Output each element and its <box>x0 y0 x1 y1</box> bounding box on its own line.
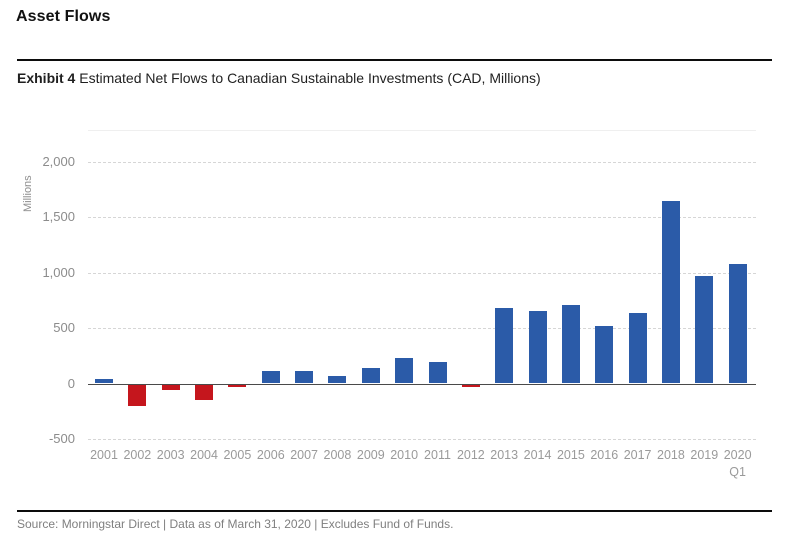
x-tick-label-2013: 2013 <box>490 448 519 462</box>
source-note: Source: Morningstar Direct | Data as of … <box>17 517 454 531</box>
gridline--500 <box>88 438 756 440</box>
chart: Millions 2,000 1,500 1,000 500 0 -500 2001 2002… <box>0 125 809 507</box>
bar-2009 <box>361 367 380 384</box>
exhibit-title: Exhibit 4 Estimated Net Flows to Canadia… <box>17 70 541 86</box>
plot-top-border <box>88 130 756 131</box>
bar-2012 <box>461 383 480 387</box>
top-divider <box>17 59 772 61</box>
bar-2017 <box>628 312 647 384</box>
bar-2016 <box>595 326 614 384</box>
x-tick-label-2009: 2009 <box>356 448 385 462</box>
bar-2011 <box>428 361 447 384</box>
bar-2019 <box>695 276 714 384</box>
x-tick-label-2015: 2015 <box>556 448 585 462</box>
bar-2018 <box>661 200 680 384</box>
bar-2015 <box>561 304 580 384</box>
x-tick-label-2012: 2012 <box>456 448 485 462</box>
x-tick-label-2004: 2004 <box>190 448 218 462</box>
x-tick-label-2010: 2010 <box>390 448 419 462</box>
bar-2020 <box>728 264 747 384</box>
page-title: Asset Flows <box>16 8 111 25</box>
x-tick-label-2003: 2003 <box>156 448 185 462</box>
x-tick-label-2008: 2008 <box>323 448 352 462</box>
bar-2006 <box>261 371 280 384</box>
gridline-2000 <box>88 161 756 163</box>
x-tick-label-2002: 2002 <box>123 448 152 462</box>
bar-2004 <box>195 383 214 401</box>
y-tick-label-1500: 1,500 <box>42 209 75 225</box>
gridline-500 <box>88 328 756 330</box>
x-tick-label-2018: 2018 <box>657 448 685 462</box>
bar-2001 <box>95 379 113 384</box>
y-tick-label-1000: 1,000 <box>42 264 75 280</box>
bar-2003 <box>161 383 180 390</box>
y-tick-label--500: -500 <box>48 430 75 446</box>
x-tick-label-2001: 2001 <box>90 448 118 462</box>
bar-2005 <box>228 383 247 388</box>
gridline-1500 <box>88 217 756 219</box>
bar-2008 <box>328 375 347 384</box>
x-tick-label-2017: 2017 <box>623 448 652 462</box>
bar-2002 <box>128 383 147 406</box>
bottom-divider <box>17 510 772 512</box>
exhibit-label: Exhibit 4 <box>17 70 76 86</box>
bar-2010 <box>395 358 414 384</box>
x-tick-label-2011: 2011 <box>424 448 451 462</box>
gridline-1000 <box>88 272 756 274</box>
x-tick-label-2016: 2016 <box>590 448 619 462</box>
x-tick-label-2006: 2006 <box>256 448 285 462</box>
x-tick-sublabel-2020: Q1 <box>729 465 746 479</box>
y-tick-label-500: 500 <box>53 320 75 336</box>
bar-2007 <box>295 370 314 384</box>
bar-2014 <box>528 311 547 384</box>
x-tick-label-2019: 2019 <box>690 448 719 462</box>
y-tick-label-0: 0 <box>67 375 75 391</box>
exhibit-title-text: Estimated Net Flows to Canadian Sustaina… <box>75 70 541 86</box>
x-tick-label-2005: 2005 <box>223 448 252 462</box>
x-tick-label-2020: 2020 Q1 <box>716 447 760 481</box>
x-tick-label-2014: 2014 <box>523 448 552 462</box>
bar-2013 <box>495 307 514 384</box>
zero-axis-line <box>88 383 756 385</box>
x-tick-label-2007: 2007 <box>290 448 318 462</box>
y-tick-label-2000: 2,000 <box>42 153 75 169</box>
